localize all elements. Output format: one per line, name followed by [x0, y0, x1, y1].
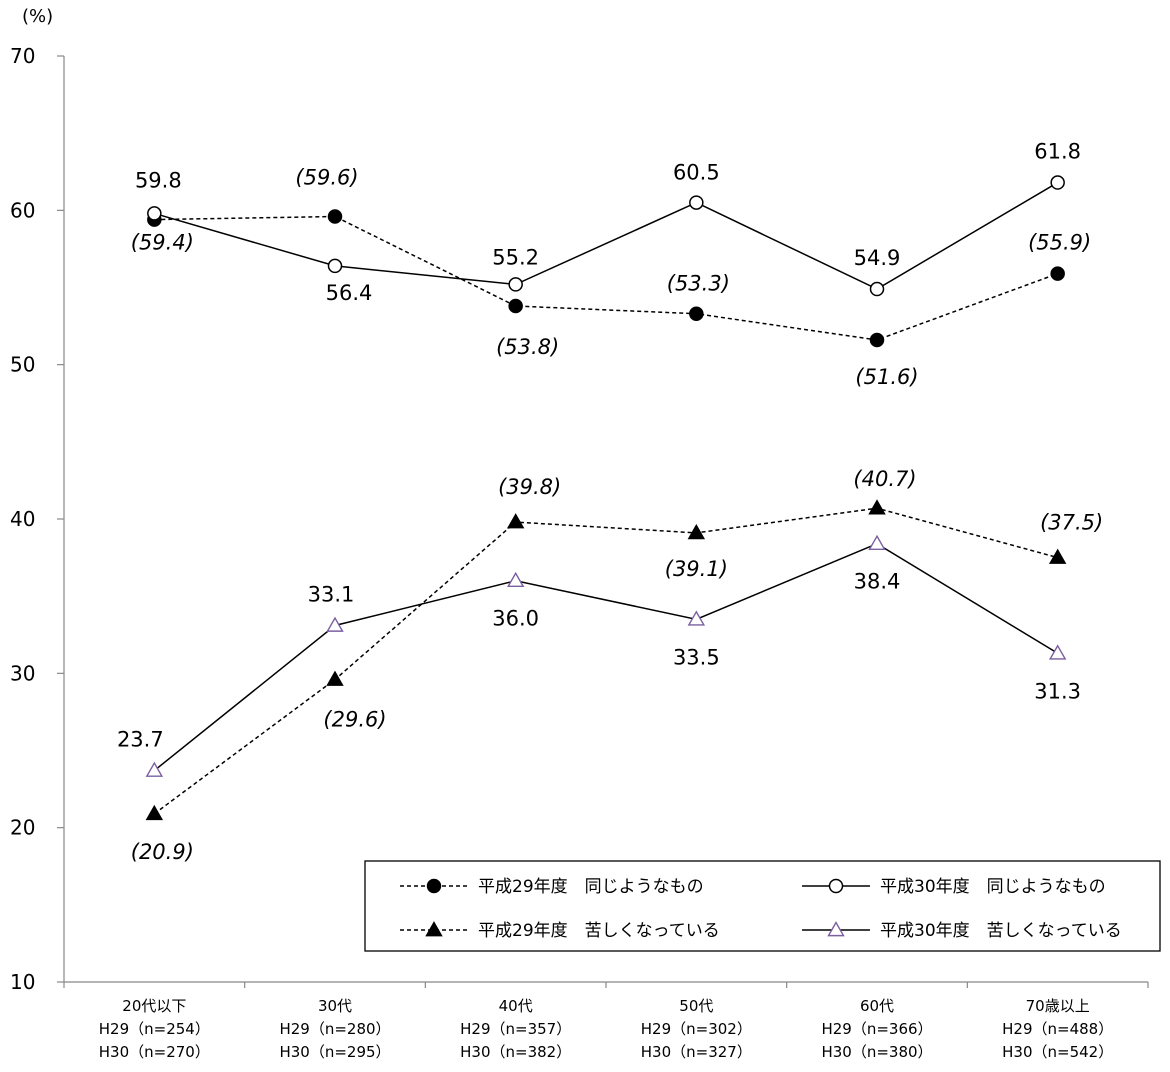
- x-category-label: 50代: [679, 997, 713, 1015]
- x-category-label: H30（n=382）: [460, 1043, 571, 1061]
- data-point: [687, 523, 706, 540]
- data-label: 54.9: [854, 246, 901, 270]
- legend-label: 平成29年度 苦しくなっている: [478, 921, 720, 941]
- data-point: [506, 571, 525, 588]
- data-point: [327, 209, 343, 224]
- data-label: (55.9): [1028, 231, 1091, 255]
- data-label: (53.3): [667, 272, 730, 296]
- x-category-label: H30（n=295）: [279, 1043, 390, 1061]
- series-line-3: [153, 542, 1059, 772]
- data-label: 55.2: [492, 245, 539, 269]
- data-point: [508, 298, 523, 314]
- data-label: (59.4): [131, 231, 194, 255]
- data-point: [1050, 175, 1065, 190]
- data-label: (51.6): [855, 365, 918, 389]
- x-category-label: 20代以下: [122, 997, 186, 1015]
- data-label: (59.6): [295, 166, 358, 190]
- x-category-label: H30（n=270）: [99, 1043, 210, 1061]
- x-category-label: H29（n=357）: [460, 1020, 571, 1038]
- data-point: [145, 761, 164, 777]
- data-point: [689, 195, 704, 210]
- data-label: (39.8): [498, 475, 561, 499]
- data-point: [869, 332, 885, 348]
- series-line-1: [154, 181, 1059, 290]
- x-category-label: 30代: [318, 997, 352, 1015]
- y-tick-label: 60: [10, 198, 35, 222]
- data-point: [868, 499, 886, 515]
- data-point: [1050, 266, 1065, 281]
- legend-label: 平成29年度 同じようなもの: [478, 877, 704, 897]
- data-label: 38.4: [854, 570, 901, 594]
- x-category-label: H30（n=327）: [641, 1043, 752, 1061]
- y-tick-label: 30: [10, 661, 35, 685]
- data-label: 33.5: [673, 645, 720, 669]
- data-label: 60.5: [673, 161, 720, 185]
- data-point: [326, 616, 344, 632]
- data-point: [689, 306, 704, 321]
- data-label: 56.4: [326, 281, 373, 305]
- legend-marker: [426, 878, 442, 894]
- data-label: (20.9): [131, 840, 194, 864]
- x-category-label: H30（n=542）: [1002, 1043, 1113, 1061]
- data-label: 33.1: [308, 582, 355, 606]
- data-label: 31.3: [1034, 679, 1081, 703]
- x-category-label: 60代: [860, 997, 894, 1015]
- series-line-0: [154, 215, 1058, 341]
- x-category-label: 70歳以上: [1026, 997, 1090, 1015]
- legend-marker: [425, 921, 443, 937]
- legend-marker: [827, 921, 845, 937]
- data-point: [145, 804, 164, 821]
- data-label: (40.7): [853, 467, 916, 491]
- data-point: [869, 281, 885, 297]
- series-line-2: [153, 507, 1058, 815]
- data-point: [868, 534, 886, 551]
- y-tick-label: 70: [10, 44, 35, 68]
- data-point: [687, 610, 706, 626]
- x-category-label: H29（n=254）: [99, 1020, 210, 1038]
- data-point: [506, 513, 525, 529]
- x-category-label: H29（n=366）: [821, 1020, 932, 1038]
- data-label: (29.6): [323, 708, 386, 732]
- x-category-label: H29（n=302）: [641, 1020, 752, 1038]
- legend-marker: [828, 878, 844, 894]
- data-point: [1048, 548, 1067, 564]
- data-point: [147, 206, 162, 221]
- x-category-label: H29（n=280）: [279, 1020, 390, 1038]
- data-label: 61.8: [1034, 140, 1081, 164]
- data-label: 59.8: [135, 168, 182, 192]
- y-unit-label: (%): [22, 6, 53, 27]
- x-category-label: H30（n=380）: [821, 1043, 932, 1061]
- data-point: [508, 277, 523, 292]
- y-tick-label: 10: [10, 970, 35, 994]
- y-tick-label: 40: [10, 507, 35, 531]
- data-label: 36.0: [492, 607, 539, 631]
- x-category-label: 40代: [499, 997, 533, 1015]
- data-point: [326, 670, 344, 686]
- data-point: [1048, 644, 1067, 660]
- data-label: (53.8): [496, 335, 559, 359]
- x-category-label: H29（n=488）: [1002, 1020, 1113, 1038]
- y-tick-label: 50: [10, 353, 35, 377]
- data-label: (39.1): [665, 557, 728, 581]
- data-label: 23.7: [117, 728, 164, 752]
- y-tick-label: 20: [10, 816, 35, 840]
- data-label: (37.5): [1040, 511, 1103, 535]
- legend-label: 平成30年度 同じようなもの: [880, 877, 1106, 897]
- data-point: [327, 258, 343, 274]
- legend-box: [364, 860, 1161, 952]
- legend-label: 平成30年度 苦しくなっている: [880, 921, 1122, 941]
